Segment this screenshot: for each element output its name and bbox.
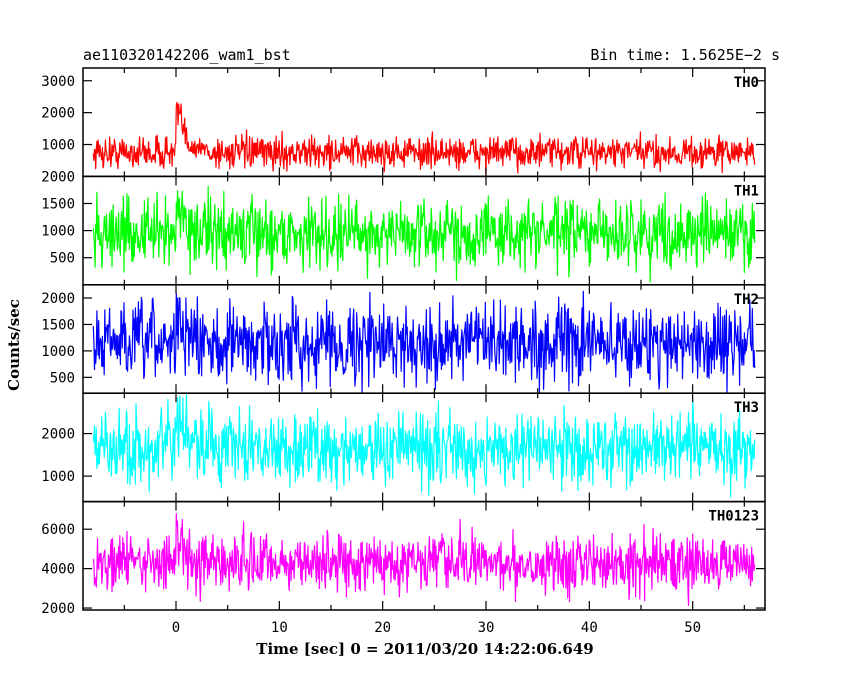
y-tick-label: 500 (50, 370, 75, 386)
x-tick-label: 10 (271, 620, 288, 636)
y-tick-label: 2000 (41, 291, 75, 307)
panel-frame (82, 500, 766, 611)
bin-time-label: Bin time: 1.5625E−2 s (590, 46, 780, 64)
y-axis-label: Counts/sec (5, 299, 23, 391)
y-tick-label: 4000 (41, 562, 75, 578)
series-line-th2 (92, 290, 756, 394)
series-line-th3 (92, 392, 756, 498)
panel-label-th0: TH0 (734, 75, 759, 91)
panel-th1: 500 1000 1500 2000 TH1 (41, 169, 766, 286)
panel-th0: 1000 2000 3000 TH0 (41, 67, 766, 178)
y-tick-label: 1500 (41, 197, 75, 213)
y-tick-label: 6000 (41, 522, 75, 538)
x-tick-label: 50 (684, 620, 701, 636)
y-tick-label: 1000 (41, 138, 75, 154)
panel-th2: 500 1000 1500 2000 TH2 (41, 284, 766, 394)
x-tick-label: 0 (172, 620, 180, 636)
panel-th0123: 2000 4000 6000 TH0123 (41, 500, 766, 617)
panel-label-th0123: TH0123 (708, 509, 759, 525)
y-tick-label: 2000 (41, 169, 75, 185)
y-tick-label: 1000 (41, 469, 75, 485)
panel-th3: 1000 2000 TH3 (41, 392, 766, 503)
x-axis: 0 10 20 30 40 50 (172, 620, 701, 636)
series-line-th1 (92, 185, 756, 283)
chart-title: ae110320142206_wam1_bst (83, 46, 291, 64)
x-tick-label: 40 (581, 620, 598, 636)
panel-label-th2: TH2 (734, 292, 759, 308)
y-tick-label: 2000 (41, 106, 75, 122)
x-tick-label: 20 (374, 620, 391, 636)
y-tick-label: 3000 (41, 74, 75, 90)
series-line-th0 (92, 101, 756, 176)
y-tick-label: 1000 (41, 344, 75, 360)
x-axis-label: Time [sec] 0 = 2011/03/20 14:22:06.649 (256, 640, 593, 658)
y-tick-label: 1500 (41, 317, 75, 333)
y-tick-label: 1000 (41, 224, 75, 240)
panel-label-th3: TH3 (734, 400, 759, 416)
y-tick-label: 2000 (41, 427, 75, 443)
y-tick-label: 500 (50, 251, 75, 267)
panels-group: 1000 2000 3000 TH0 500 1000 1500 2000 TH1 500 1000… (41, 67, 766, 617)
series-line-th0123 (92, 513, 756, 606)
x-tick-label: 30 (478, 620, 495, 636)
panel-label-th1: TH1 (734, 183, 759, 199)
y-tick-label: 2000 (41, 601, 75, 617)
